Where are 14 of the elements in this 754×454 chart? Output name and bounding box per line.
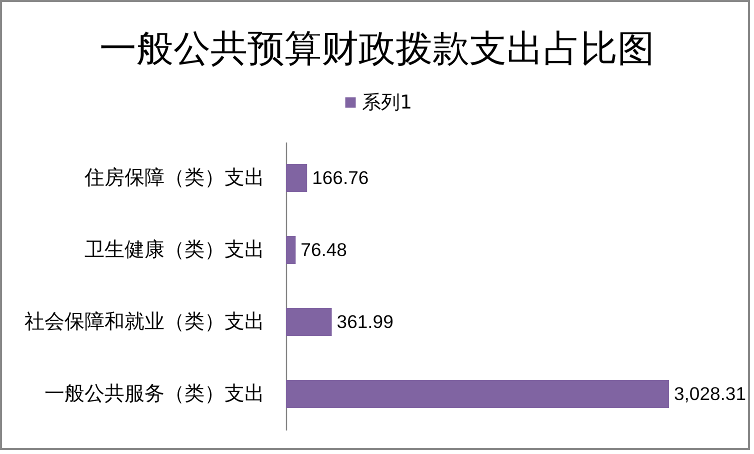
bar xyxy=(286,236,296,264)
data-label: 76.48 xyxy=(300,239,347,260)
legend-label: 系列1 xyxy=(362,92,412,114)
y-tick-label: 卫生健康（类）支出 xyxy=(84,237,264,261)
chart-title: 一般公共预算财政拨款支出占比图 xyxy=(100,29,654,70)
y-tick-label: 一般公共服务（类）支出 xyxy=(44,381,264,405)
bar xyxy=(286,164,308,192)
bar xyxy=(286,308,332,336)
data-label: 361.99 xyxy=(336,311,394,332)
bar xyxy=(286,380,669,408)
data-label: 166.76 xyxy=(312,167,369,188)
data-label: 3,028.31 xyxy=(674,383,746,404)
y-tick-label: 住房保障（类）支出 xyxy=(84,165,264,189)
y-tick-label: 社会保障和就业（类）支出 xyxy=(24,309,264,333)
